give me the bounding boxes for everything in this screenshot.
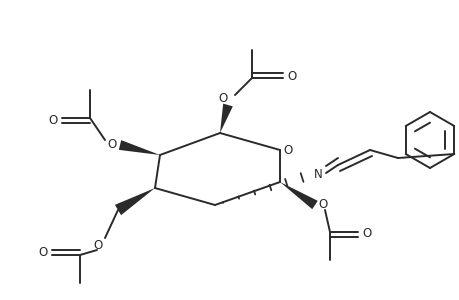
Polygon shape [219, 103, 232, 133]
Polygon shape [280, 182, 317, 209]
Text: O: O [38, 247, 48, 260]
Text: N: N [313, 167, 322, 181]
Text: O: O [287, 70, 296, 83]
Text: O: O [107, 137, 117, 151]
Text: O: O [318, 199, 327, 212]
Text: O: O [218, 92, 227, 104]
Polygon shape [118, 140, 160, 155]
Polygon shape [115, 188, 155, 215]
Text: O: O [93, 239, 102, 253]
Text: O: O [48, 113, 57, 127]
Text: O: O [283, 143, 292, 157]
Text: O: O [362, 227, 371, 241]
